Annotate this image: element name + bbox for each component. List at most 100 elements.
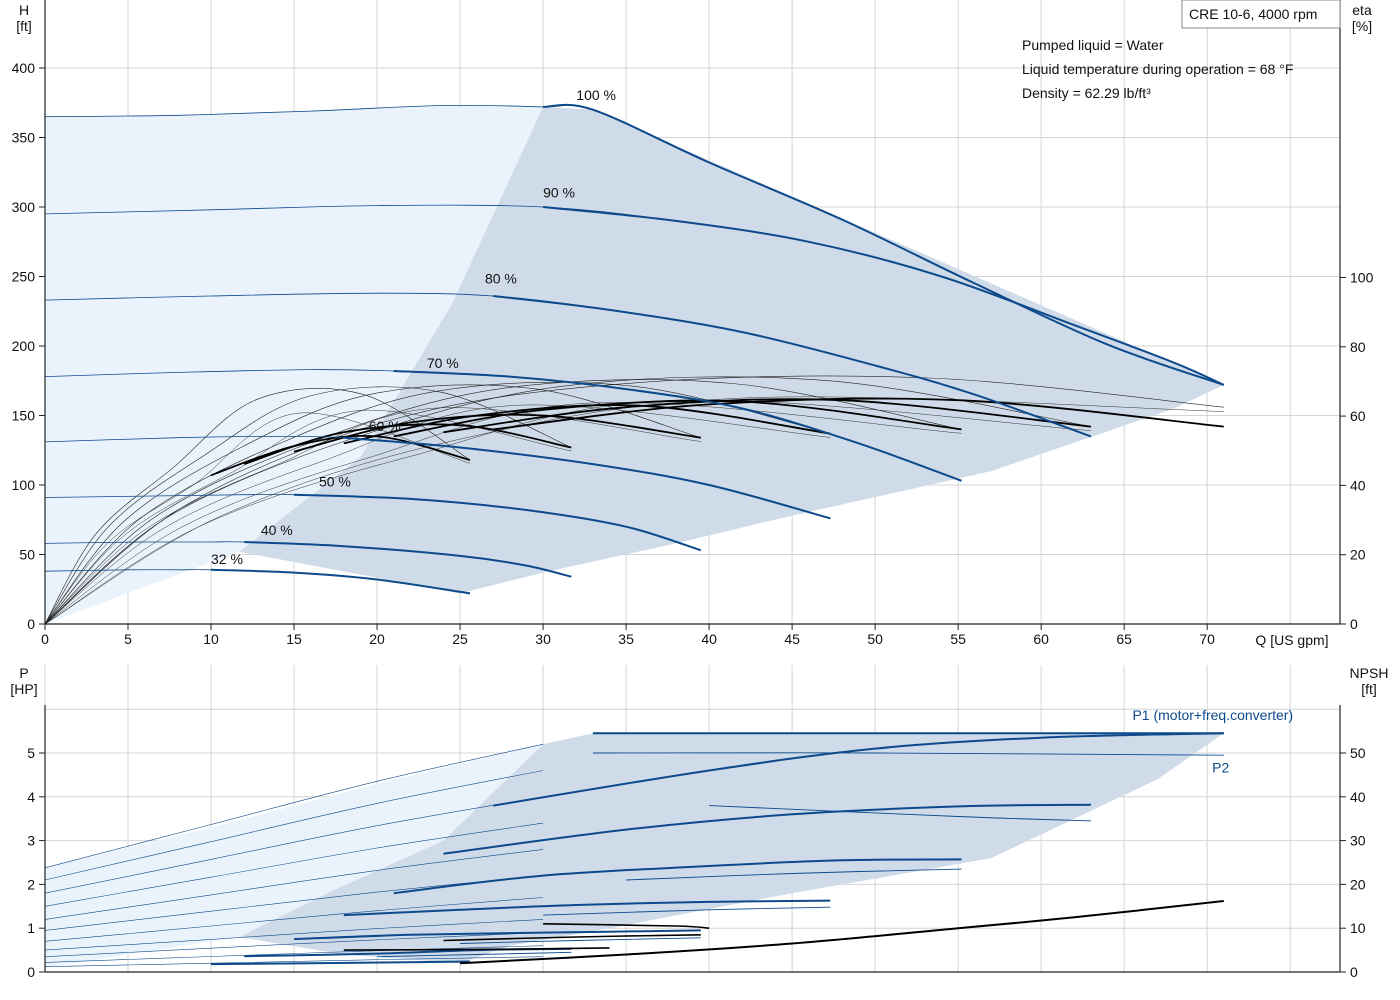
flow-tick-label: 30 (535, 631, 551, 647)
eta-axis-label: eta (1352, 2, 1372, 18)
head-tick-label: 100 (12, 477, 36, 493)
p2-curve (377, 951, 572, 958)
head-curve-labels: 100 % 90 % 80 % 70 % 60 % 50 % 40 % 32 % (211, 87, 616, 567)
head-curve-label: 40 % (261, 522, 293, 538)
p2-curve (626, 868, 962, 881)
head-curve-50pct (293, 493, 702, 552)
npsh-curve (460, 900, 1224, 965)
head-thin-curve (44, 409, 572, 625)
head-thin-curve (44, 399, 1092, 625)
efficiency-curve (343, 404, 831, 445)
head-tick-label: 250 (12, 269, 36, 285)
head-curve-label: 60 % (369, 418, 401, 434)
p2-curve (543, 906, 831, 916)
flow-tick-label: 20 (369, 631, 385, 647)
power-thin-curve (44, 743, 544, 869)
power-speed-curves (210, 732, 1224, 966)
head-curve-label: 32 % (211, 551, 243, 567)
npsh-axis-unit: [ft] (1361, 681, 1377, 697)
p2-curve (592, 752, 1224, 756)
eta-tick-label: 20 (1350, 547, 1366, 563)
power-tick-label: 1 (27, 920, 35, 936)
head-curve-60pct (343, 436, 831, 520)
power-thin-curve (44, 796, 544, 894)
eta-tick-label: 0 (1350, 616, 1358, 632)
head-curve-80pct (493, 295, 1092, 438)
head-curve-label: 100 % (576, 87, 616, 103)
head-axis-unit: [ft] (16, 18, 32, 34)
efficiency-curve (493, 397, 1224, 431)
title-box (1181, 0, 1341, 29)
head-operating-region (45, 105, 1224, 624)
head-curve-40pct (244, 541, 572, 578)
power-tick-label: 2 (27, 876, 35, 892)
head-thin-curve (44, 388, 471, 625)
efficiency-curve (393, 399, 962, 438)
head-curve-label: 70 % (427, 355, 459, 371)
chart-title: CRE 10-6, 4000 rpm (1189, 6, 1317, 22)
head-thin-curve (44, 381, 831, 625)
head-axes: 0 5 10 15 20 25 30 35 40 45 50 55 60 65 70050100150200… (12, 0, 1374, 647)
head-curve-label: 50 % (319, 473, 351, 489)
power-tick-label: 4 (27, 789, 35, 805)
head-operating-region-fill (239, 106, 1224, 594)
flow-tick-label: 40 (701, 631, 717, 647)
head-curve-100pct (543, 103, 1225, 386)
head-thin-curve (44, 384, 701, 625)
p1-curve (210, 960, 471, 966)
p1-curve (293, 929, 701, 941)
efficiency-curve (210, 434, 471, 477)
p1-curve (443, 803, 1092, 855)
p1-curve (493, 732, 1224, 807)
flow-tick-label: 10 (203, 631, 219, 647)
power-thin-curve (44, 849, 544, 920)
head-speed-curves (44, 103, 1225, 595)
head-thin-curve (44, 404, 831, 625)
p1-curve (393, 858, 962, 895)
flow-tick-label: 65 (1116, 631, 1132, 647)
note-liquid-temperature: Liquid temperature during operation = 68… (1022, 61, 1293, 77)
power-axis-label: P (19, 665, 28, 681)
npsh-axis-label: NPSH (1350, 665, 1389, 681)
head-curve-90pct (542, 206, 1225, 386)
head-tick-label: 200 (12, 338, 36, 354)
power-operating-region-fill (239, 733, 1224, 964)
flow-tick-label: 15 (286, 631, 302, 647)
power-thin-curve (44, 932, 544, 957)
head-tick-label: 300 (12, 199, 36, 215)
flow-tick-label: 25 (452, 631, 468, 647)
p2-curve (709, 805, 1092, 822)
power-thin-curve (44, 822, 544, 907)
flow-axis-label: Q [US gpm] (1255, 632, 1328, 648)
power-thin-curve (44, 770, 544, 881)
power-legend-label: P1 (motor+freq.converter) (1132, 707, 1293, 723)
head-tick-label: 50 (19, 547, 35, 563)
power-thin-curve (44, 897, 544, 942)
flow-tick-label: 55 (950, 631, 966, 647)
npsh-tick-label: 30 (1350, 833, 1366, 849)
head-tick-label: 350 (12, 130, 36, 146)
head-light-region (45, 105, 544, 624)
power-light-region (45, 744, 544, 968)
head-curve-label: 80 % (485, 270, 517, 286)
head-curve-label: 90 % (543, 184, 575, 200)
flow-tick-label: 70 (1199, 631, 1215, 647)
npsh-tick-label: 40 (1350, 789, 1366, 805)
head-thin-curve (44, 386, 572, 625)
npsh-tick-label: 20 (1350, 876, 1366, 892)
head-thin-curve (44, 402, 962, 625)
npsh-tick-label: 50 (1350, 745, 1366, 761)
eta-tick-label: 40 (1350, 477, 1366, 493)
p2-curve (460, 937, 701, 944)
note-density: Density = 62.29 lb/ft³ (1022, 85, 1151, 101)
note-pumped-liquid: Pumped liquid = Water (1022, 37, 1164, 53)
eta-tick-label: 80 (1350, 339, 1366, 355)
power-black-segment (343, 947, 610, 951)
head-tick-label: 0 (27, 616, 35, 632)
eta-tick-label: 60 (1350, 408, 1366, 424)
eta-tick-label: 100 (1350, 270, 1374, 286)
head-axis-label: H (19, 2, 29, 18)
